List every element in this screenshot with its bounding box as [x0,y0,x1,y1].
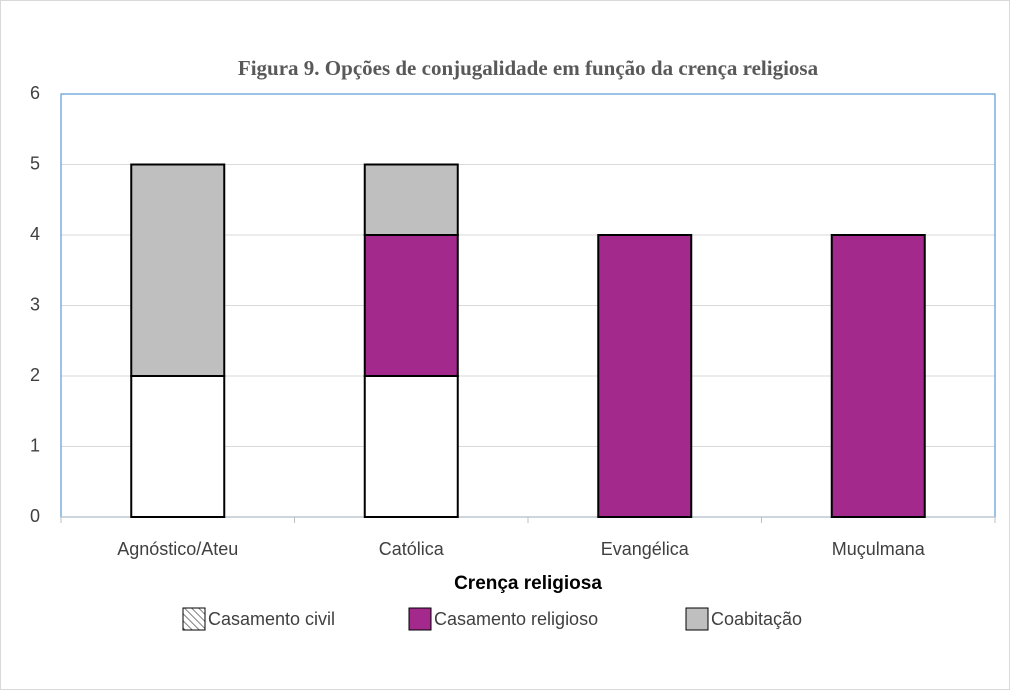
y-tick-label: 0 [30,506,40,526]
y-tick-label: 5 [30,153,40,173]
legend-swatch [685,607,709,631]
x-axis-title: Crença religiosa [454,573,602,594]
x-tick-label: Agnóstico/Ateu [117,539,238,559]
y-tick-label: 6 [30,83,40,103]
chart-title: Figura 9. Opções de conjugalidade em fun… [238,56,819,80]
legend-label: Coabitação [711,609,802,629]
legend-swatch [408,607,432,631]
bar-segment [130,375,226,518]
x-tick-label: Evangélica [601,539,690,559]
y-tick-label: 1 [30,435,40,455]
x-tick-label: Católica [379,539,445,559]
bar-segment [597,234,693,518]
y-tick-label: 3 [30,294,40,314]
y-tick-label: 4 [30,224,40,244]
bar-segment [830,234,926,518]
y-tick-label: 2 [30,365,40,385]
bar-segment [363,234,459,377]
legend-label: Casamento religioso [434,609,598,629]
legend-label: Casamento civil [208,609,335,629]
bar-segment [363,163,459,236]
bar-segment [363,375,459,518]
legend-swatch [182,607,206,631]
x-tick-label: Muçulmana [832,539,926,559]
bar-segment [130,163,226,377]
